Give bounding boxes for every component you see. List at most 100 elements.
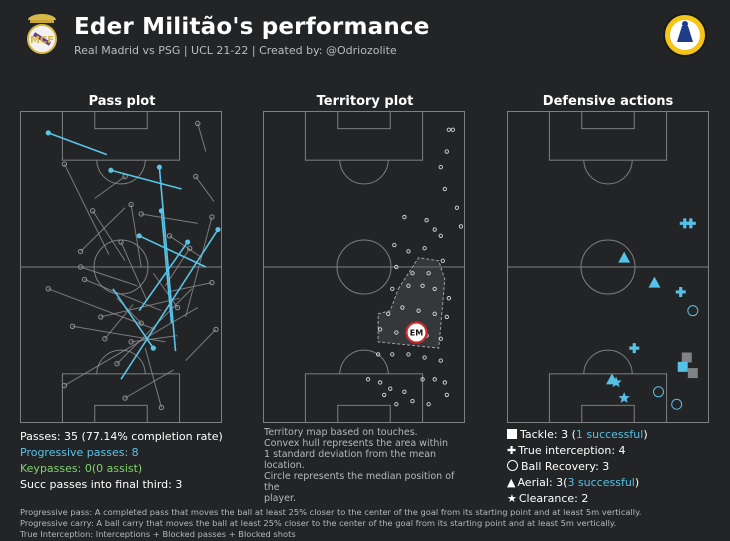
touch-marker	[438, 336, 443, 341]
recovery-marker	[653, 386, 664, 398]
pass-end-marker	[98, 314, 104, 320]
interception-marker	[675, 286, 686, 297]
progressive-pass-end-marker	[215, 226, 221, 233]
pass-end-marker	[209, 279, 215, 286]
top-six-yard-box	[337, 111, 391, 130]
touch-marker	[420, 283, 425, 288]
touch-marker	[406, 352, 411, 357]
center-circle	[336, 239, 392, 295]
progressive-pass-end-marker	[150, 345, 156, 351]
pass-line	[116, 288, 193, 365]
pass-end-marker	[209, 214, 215, 220]
pass-end-marker	[90, 208, 96, 214]
clearance-marker	[618, 392, 630, 403]
pass-line	[197, 123, 207, 152]
defensive-actions-title: Defensive actions	[542, 94, 674, 109]
touch-marker	[440, 258, 445, 263]
touch-marker	[416, 308, 421, 313]
tackle-marker	[681, 352, 692, 363]
progressive-pass-end-marker	[158, 208, 164, 214]
pass-end-marker	[45, 286, 51, 292]
bottom-penalty-box	[304, 373, 424, 424]
touch-marker	[382, 392, 387, 398]
touch-marker	[458, 224, 464, 229]
pass-line	[124, 369, 174, 399]
legend-aerial-success: 3 successful	[567, 476, 635, 489]
touch-marker	[426, 402, 431, 407]
progressive-passes-stat: Progressive passes: 8	[20, 446, 139, 459]
plus-icon: ✚	[507, 444, 517, 457]
pass-line	[80, 266, 138, 287]
territory-note-line: 1 standard deviation from the mean locat…	[264, 449, 437, 471]
pass-line	[100, 297, 180, 318]
median-circle	[405, 321, 428, 344]
pass-line	[185, 216, 213, 318]
defensive-legend: Tackle: 3 (1 successful) ✚ True intercept…	[507, 427, 712, 507]
pass-end-marker	[118, 239, 124, 245]
territory-note-line: Territory map based on touches.	[264, 427, 418, 438]
passes-stat: Passes: 35 (77.14% completion rate)	[20, 430, 223, 443]
real-madrid-crest: MCF	[27, 14, 57, 54]
pass-line	[116, 297, 142, 324]
touch-marker	[420, 377, 425, 382]
top-penalty-arc	[339, 159, 389, 185]
legend-clearance-text: Clearance: 2	[518, 492, 589, 505]
pass-end-marker	[77, 248, 84, 255]
touch-marker	[390, 286, 395, 291]
legend-interception-text: True interception: 4	[518, 444, 626, 457]
pass-line	[130, 204, 142, 268]
progressive-pass-end-marker	[108, 167, 114, 173]
territory-note: Territory map based on touches. Convex h…	[264, 427, 469, 504]
touch-marker	[422, 355, 427, 360]
pass-end-marker	[102, 336, 108, 342]
bottom-six-yard-box	[94, 404, 148, 423]
bottom-penalty-box	[61, 373, 181, 424]
defensive-actions-pitch	[507, 111, 709, 424]
keypasses-stat: Keypasses: 0(0 assist)	[20, 462, 143, 475]
pass-end-marker	[138, 211, 144, 217]
recovery-marker	[687, 305, 699, 317]
territory-plot-title: Territory plot	[316, 94, 414, 109]
touch-marker	[432, 227, 437, 232]
pass-plot-pitch	[20, 111, 222, 424]
tackle-marker	[677, 361, 688, 372]
pass-line	[141, 213, 198, 224]
touch-marker	[388, 386, 393, 391]
bottom-six-yard-box	[581, 404, 635, 423]
progressive-pass-line	[158, 167, 177, 352]
pass-end-marker	[213, 326, 219, 333]
creator-badge-logo	[663, 13, 707, 57]
touch-marker	[438, 233, 443, 238]
legend-aerial-text: Aerial: 3(	[517, 476, 568, 489]
pass-line	[131, 335, 178, 343]
pass-end-marker	[61, 161, 68, 167]
progressive-pass-line	[160, 210, 173, 324]
median-position-marker: EM	[405, 321, 428, 344]
clearance-marker	[610, 376, 622, 388]
touch-marker	[444, 149, 449, 154]
footer-line: Progressive pass: A completed pass that …	[20, 507, 642, 517]
progressive-pass-end-marker	[45, 130, 51, 136]
pass-end-marker	[158, 404, 165, 411]
pass-end-marker	[193, 173, 199, 180]
pass-plot-title: Pass plot	[88, 94, 156, 109]
touch-marker	[426, 271, 431, 276]
legend-aerial: ▲ Aerial: 3(3 successful)	[507, 475, 712, 491]
touch-marker	[390, 352, 395, 357]
top-penalty-arc	[96, 159, 146, 185]
touch-marker	[402, 214, 407, 220]
territory-note-line: Circle represents the median position of…	[264, 471, 455, 493]
pass-end-marker	[128, 201, 134, 208]
tackle-marker	[687, 368, 698, 379]
touch-marker	[432, 377, 437, 382]
legend-interception: ✚ True interception: 4	[507, 443, 712, 459]
pass-line	[94, 176, 126, 199]
touch-marker	[394, 330, 399, 335]
top-penalty-arc	[583, 159, 633, 185]
pass-line	[167, 282, 213, 293]
touch-marker	[424, 218, 429, 223]
bottom-penalty-arc	[339, 349, 389, 375]
pass-end-marker	[166, 233, 173, 239]
bottom-six-yard-box	[337, 404, 391, 423]
touch-marker	[422, 246, 427, 251]
